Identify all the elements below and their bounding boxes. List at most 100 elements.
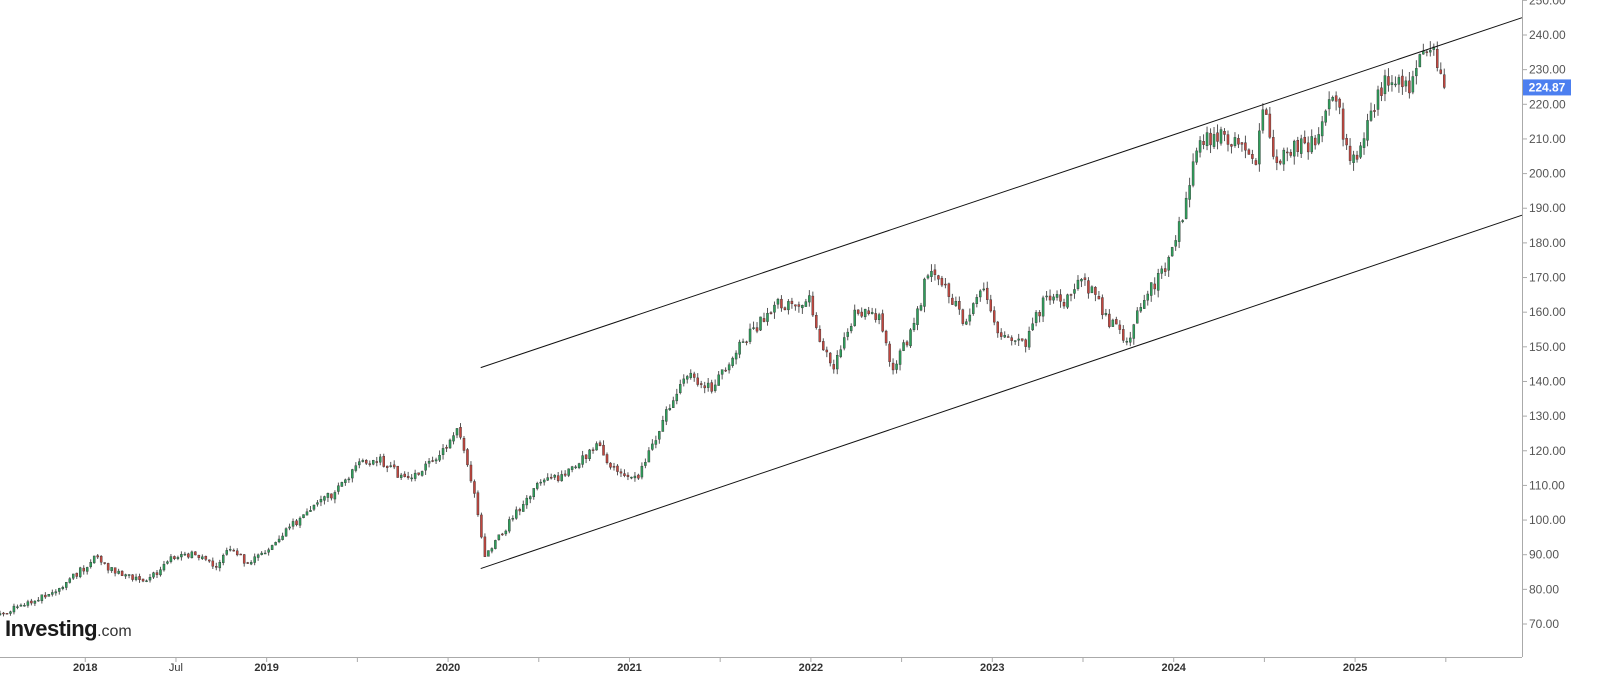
x-tick-label: 2024	[1161, 662, 1186, 674]
candle-up	[337, 485, 340, 492]
candle-up	[274, 542, 277, 546]
candle-down	[986, 287, 989, 300]
x-tick-label: 2025	[1343, 662, 1367, 674]
candle-down	[1020, 338, 1024, 341]
candle-down	[368, 463, 372, 465]
candle-up	[162, 563, 166, 571]
candle-down	[790, 300, 794, 305]
candle-down	[1272, 137, 1275, 157]
candle-up	[1397, 77, 1401, 85]
candle-up	[595, 443, 598, 451]
candle-down	[120, 570, 124, 576]
candle-up	[277, 538, 281, 543]
candle-down	[1439, 69, 1443, 74]
candle-up	[68, 578, 72, 583]
candle-up	[326, 493, 330, 498]
candle-down	[1355, 154, 1359, 160]
candle-up	[665, 409, 668, 422]
candle-up	[1080, 279, 1083, 282]
candle-up	[33, 600, 37, 604]
candle-down	[944, 283, 947, 286]
candle-up	[410, 477, 413, 480]
y-tick-label: 100.00	[1529, 513, 1566, 527]
axes-layer: 70.00 80.00 90.00 100.00 110.00 120.00 130.00 1…	[0, 0, 1566, 674]
candle-up	[741, 341, 745, 343]
candle-down	[891, 362, 895, 371]
candle-down	[295, 520, 298, 526]
candle-up	[1041, 297, 1045, 317]
candle-up	[902, 342, 905, 351]
candle-down	[82, 567, 85, 572]
candle-up	[399, 474, 403, 478]
candle-down	[406, 475, 410, 478]
candle-up	[968, 314, 972, 322]
candle-down	[1313, 137, 1317, 146]
candle-down	[99, 555, 103, 563]
candle-up	[448, 439, 452, 449]
candle-down	[710, 382, 713, 392]
candle-down	[769, 312, 773, 315]
candle-up	[1188, 185, 1191, 200]
candle-up	[302, 514, 305, 519]
candle-up	[452, 435, 455, 442]
candle-down	[138, 576, 141, 580]
candle-up	[759, 316, 762, 331]
candle-down	[961, 309, 965, 324]
candle-up	[176, 557, 180, 559]
candle-down	[762, 318, 766, 322]
x-tick-label: 2023	[980, 662, 1004, 674]
candle-down	[947, 283, 951, 297]
candle-down	[989, 299, 993, 312]
candle-up	[1167, 256, 1170, 271]
candle-up	[78, 567, 82, 577]
candle-down	[616, 465, 619, 472]
candle-up	[1104, 313, 1108, 315]
candle-up	[1090, 286, 1094, 294]
candle-up	[413, 472, 417, 479]
candle-up	[672, 400, 675, 408]
candle-up	[588, 449, 591, 460]
candle-down	[1251, 154, 1254, 159]
candle-up	[0, 613, 2, 616]
candle-up	[923, 278, 926, 307]
candle-down	[1348, 145, 1352, 161]
candle-up	[1404, 80, 1408, 87]
candle-up	[344, 479, 347, 483]
candle-up	[972, 303, 975, 314]
candle-down	[1163, 268, 1167, 272]
candle-down	[1408, 80, 1411, 94]
candle-down	[459, 427, 462, 438]
candle-down	[822, 341, 825, 351]
candle-down	[874, 313, 877, 320]
candle-up	[1055, 294, 1059, 298]
candle-down	[703, 385, 706, 389]
candle-up	[434, 459, 438, 462]
candle-up	[539, 481, 542, 484]
candle-down	[755, 327, 759, 332]
candle-up	[926, 275, 930, 279]
candle-down	[1153, 283, 1156, 290]
candle-up	[47, 594, 51, 597]
candle-up	[1073, 289, 1076, 294]
candle-down	[881, 313, 884, 332]
candle-up	[679, 384, 682, 393]
y-tick-label: 70.00	[1529, 617, 1559, 631]
candle-down	[1268, 113, 1272, 138]
candle-down	[1108, 313, 1111, 327]
candle-down	[825, 349, 829, 353]
candle-up	[1205, 132, 1209, 147]
candle-up	[190, 551, 194, 559]
candle-up	[640, 465, 644, 478]
candle-down	[584, 454, 588, 459]
candle-down	[1024, 339, 1027, 347]
candle-up	[281, 535, 284, 540]
candle-down	[1296, 140, 1300, 152]
candle-down	[996, 321, 999, 334]
candle-up	[1136, 310, 1139, 324]
candle-down	[1226, 134, 1230, 145]
candle-up	[37, 599, 40, 602]
candle-up	[1052, 296, 1055, 301]
candle-down	[591, 449, 595, 451]
candle-up	[65, 582, 68, 588]
